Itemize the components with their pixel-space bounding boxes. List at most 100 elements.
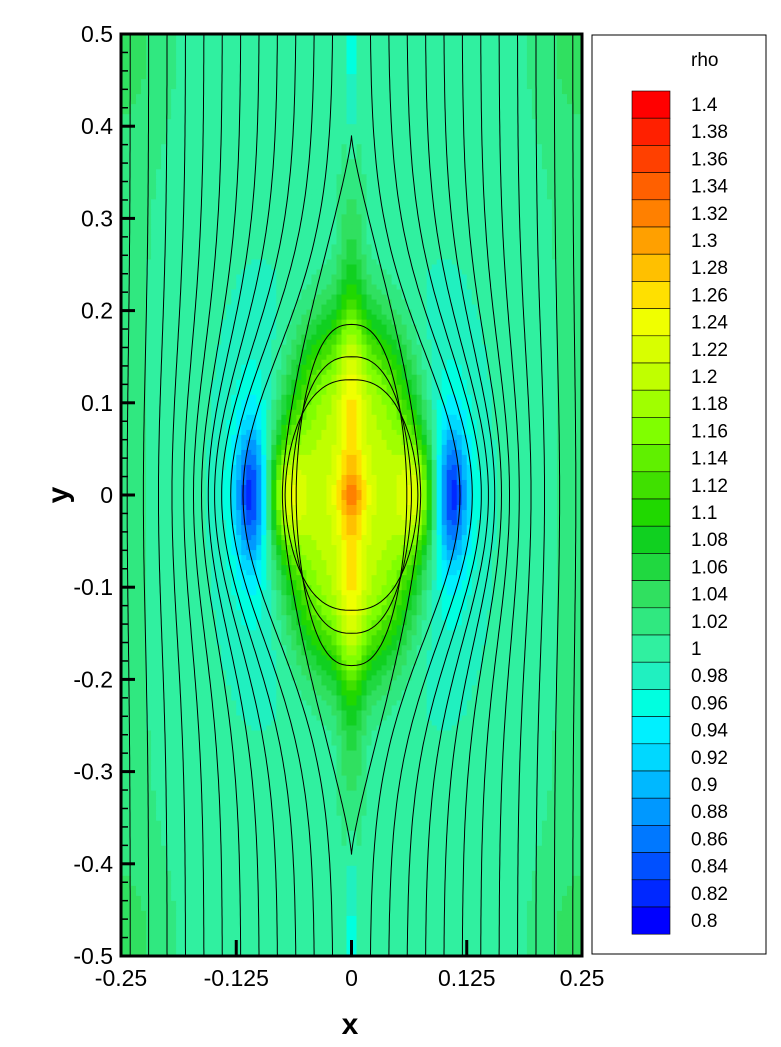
field-cell bbox=[341, 179, 348, 185]
field-cell bbox=[296, 159, 302, 165]
field-cell bbox=[531, 149, 538, 155]
field-cell bbox=[446, 234, 453, 241]
field-cell bbox=[376, 294, 383, 301]
field-cell bbox=[536, 259, 543, 266]
field-cell bbox=[226, 184, 232, 190]
field-cell bbox=[411, 174, 418, 180]
field-cell bbox=[266, 49, 272, 55]
field-cell bbox=[366, 129, 373, 135]
field-cell bbox=[221, 164, 227, 170]
field-cell bbox=[146, 194, 152, 200]
field-cell bbox=[576, 299, 582, 306]
field-cell bbox=[566, 199, 573, 205]
field-cell bbox=[171, 209, 177, 215]
field-cell bbox=[126, 114, 132, 120]
field-cell bbox=[281, 199, 287, 205]
field-cell bbox=[261, 164, 267, 170]
field-cell bbox=[466, 154, 473, 160]
field-cell bbox=[451, 264, 458, 271]
field-cell bbox=[306, 139, 313, 145]
field-cell bbox=[291, 134, 297, 140]
field-cell bbox=[171, 44, 177, 50]
field-cell bbox=[191, 159, 197, 165]
field-cell bbox=[571, 129, 578, 135]
field-cell bbox=[156, 169, 162, 175]
field-cell bbox=[316, 119, 323, 125]
field-cell bbox=[556, 179, 563, 185]
field-cell bbox=[346, 189, 353, 195]
field-cell bbox=[326, 54, 333, 60]
field-cell bbox=[271, 194, 277, 200]
field-cell bbox=[306, 54, 313, 60]
field-cell bbox=[241, 54, 247, 60]
field-cell bbox=[511, 184, 518, 190]
field-cell bbox=[141, 89, 147, 95]
field-cell bbox=[296, 39, 302, 45]
field-cell bbox=[536, 139, 543, 145]
field-cell bbox=[381, 244, 388, 251]
field-cell bbox=[546, 34, 553, 40]
field-cell bbox=[271, 159, 277, 165]
field-cell bbox=[431, 179, 438, 185]
field-cell bbox=[151, 234, 157, 241]
field-cell bbox=[381, 254, 388, 261]
field-cell bbox=[206, 264, 212, 271]
field-cell bbox=[416, 59, 423, 65]
field-cell bbox=[371, 279, 378, 286]
field-cell bbox=[156, 299, 162, 306]
field-cell bbox=[506, 244, 513, 251]
field-cell bbox=[486, 64, 493, 70]
field-cell bbox=[576, 259, 582, 266]
field-cell bbox=[451, 144, 458, 150]
field-cell bbox=[291, 279, 297, 286]
field-cell bbox=[456, 64, 463, 70]
field-cell bbox=[311, 59, 318, 65]
field-cell bbox=[436, 299, 443, 306]
field-cell bbox=[126, 229, 132, 236]
field-cell bbox=[491, 94, 498, 100]
field-cell bbox=[211, 169, 217, 175]
field-cell bbox=[526, 39, 533, 45]
field-cell bbox=[256, 149, 262, 155]
field-cell bbox=[456, 164, 463, 170]
field-cell bbox=[191, 99, 197, 105]
field-cell bbox=[321, 89, 328, 95]
field-cell bbox=[471, 59, 478, 65]
field-cell bbox=[366, 224, 373, 231]
field-cell bbox=[531, 169, 538, 175]
field-cell bbox=[296, 299, 302, 306]
field-cell bbox=[561, 159, 568, 165]
field-cell bbox=[556, 214, 563, 220]
field-cell bbox=[121, 79, 127, 85]
field-cell bbox=[276, 224, 282, 231]
field-cell bbox=[181, 164, 187, 170]
field-cell bbox=[386, 159, 393, 165]
field-cell bbox=[246, 164, 252, 170]
field-cell bbox=[121, 59, 127, 65]
field-cell bbox=[276, 169, 282, 175]
field-cell bbox=[196, 104, 202, 110]
field-cell bbox=[256, 74, 262, 80]
field-cell bbox=[291, 189, 297, 195]
field-cell bbox=[341, 109, 348, 115]
field-cell bbox=[346, 34, 353, 40]
field-cell bbox=[186, 149, 192, 155]
field-cell bbox=[181, 39, 187, 45]
field-cell bbox=[216, 84, 222, 90]
field-cell bbox=[406, 44, 413, 50]
field-cell bbox=[291, 244, 297, 251]
field-cell bbox=[396, 89, 403, 95]
field-cell bbox=[181, 54, 187, 60]
field-cell bbox=[241, 224, 247, 231]
field-cell bbox=[321, 174, 328, 180]
field-cell bbox=[526, 169, 533, 175]
field-cell bbox=[541, 64, 548, 70]
field-cell bbox=[291, 204, 297, 210]
field-cell bbox=[396, 84, 403, 90]
field-cell bbox=[436, 279, 443, 286]
field-cell bbox=[506, 134, 513, 140]
field-cell bbox=[171, 264, 177, 271]
field-cell bbox=[491, 229, 498, 236]
field-cell bbox=[411, 299, 418, 306]
field-cell bbox=[151, 64, 157, 70]
